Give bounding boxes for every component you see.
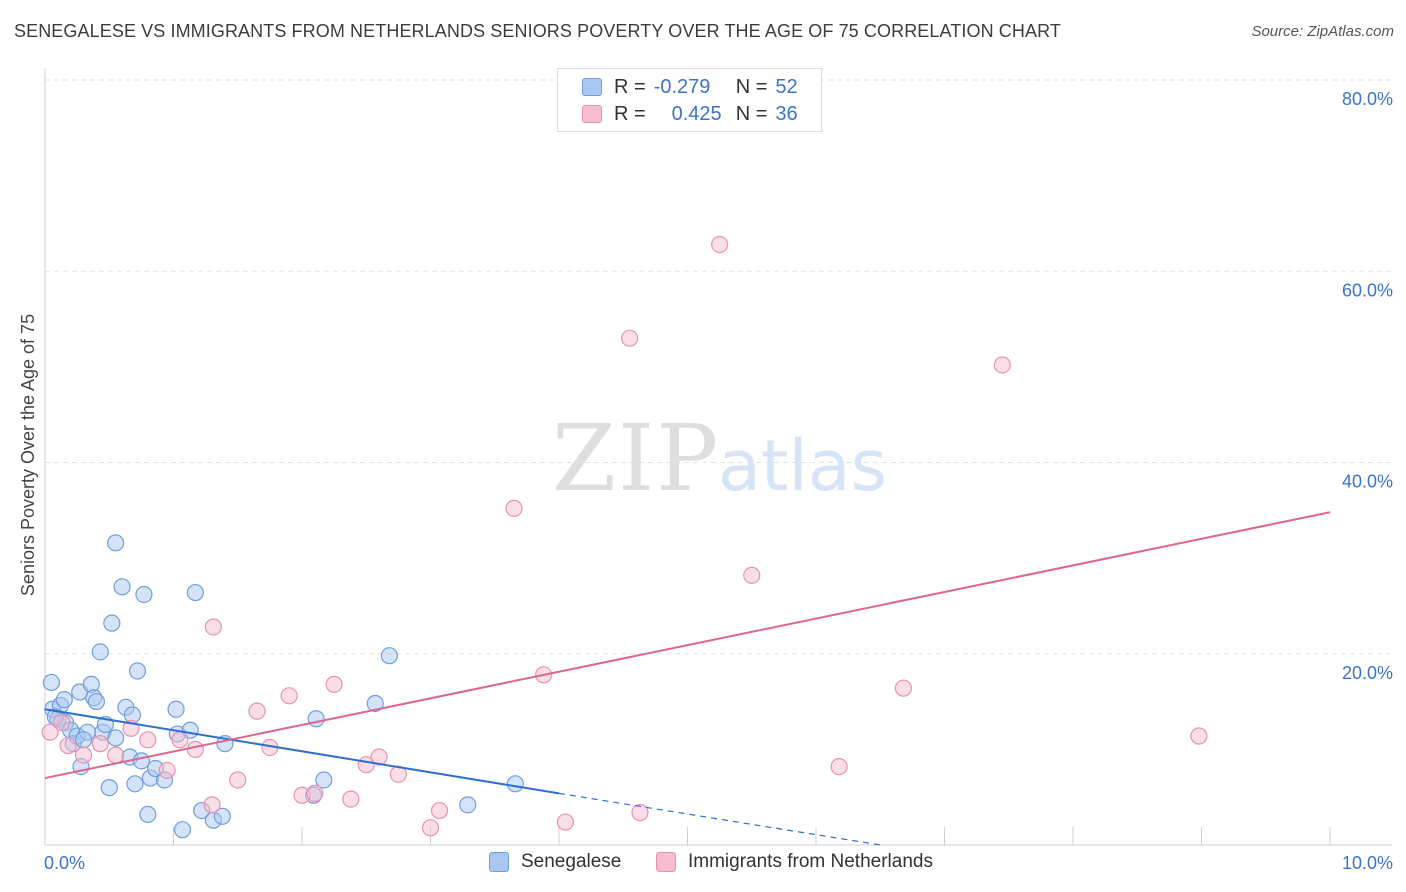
senegalese-point[interactable] bbox=[167, 700, 185, 718]
netherlands-point[interactable] bbox=[91, 735, 109, 753]
senegalese-point[interactable] bbox=[74, 731, 93, 749]
watermark-atlas: atlas bbox=[718, 425, 887, 507]
senegalese-trendline bbox=[44, 708, 560, 795]
netherlands-point[interactable] bbox=[204, 618, 222, 636]
senegalese-point[interactable] bbox=[100, 779, 118, 797]
points-layer bbox=[41, 235, 1208, 839]
netherlands-point[interactable] bbox=[631, 803, 649, 822]
netherlands-point[interactable] bbox=[430, 801, 449, 820]
senegalese-point[interactable] bbox=[380, 647, 398, 665]
netherlands-point[interactable] bbox=[41, 723, 59, 741]
senegalese-point[interactable] bbox=[213, 807, 231, 825]
senegalese-point[interactable] bbox=[87, 692, 106, 711]
senegalese-point[interactable] bbox=[107, 729, 125, 747]
netherlands-point[interactable] bbox=[158, 761, 176, 780]
x-tick-label: 0.0% bbox=[44, 853, 85, 873]
y-tick-label: 20.0% bbox=[1342, 663, 1393, 683]
senegalese-point[interactable] bbox=[132, 752, 150, 770]
netherlands-point[interactable] bbox=[186, 740, 204, 758]
senegalese-point[interactable] bbox=[186, 583, 204, 602]
senegalese-point[interactable] bbox=[315, 771, 333, 789]
series-swatch-netherlands bbox=[656, 852, 676, 872]
series-legend-label: Senegalese bbox=[521, 851, 622, 872]
legend-r-label: R = bbox=[614, 75, 646, 98]
netherlands-point[interactable] bbox=[421, 819, 440, 837]
y-tick-label: 60.0% bbox=[1342, 280, 1393, 300]
senegalese-point[interactable] bbox=[103, 614, 121, 632]
senegalese-point[interactable] bbox=[107, 534, 125, 552]
x-tick-label: 10.0% bbox=[1342, 853, 1393, 873]
netherlands-point[interactable] bbox=[342, 790, 360, 808]
netherlands-point[interactable] bbox=[325, 675, 343, 693]
y-tick-label: 40.0% bbox=[1342, 472, 1393, 492]
netherlands-point[interactable] bbox=[711, 235, 729, 254]
watermark: ZIP atlas bbox=[552, 405, 887, 512]
netherlands-point[interactable] bbox=[59, 736, 77, 755]
legend-n-label: N = bbox=[735, 102, 768, 125]
senegalese-point[interactable] bbox=[135, 585, 153, 604]
chart-title: SENEGALESE VS IMMIGRANTS FROM NETHERLAND… bbox=[14, 21, 1061, 41]
netherlands-point[interactable] bbox=[139, 731, 157, 749]
netherlands-point[interactable] bbox=[171, 731, 189, 749]
netherlands-point[interactable] bbox=[74, 746, 93, 764]
netherlands-point[interactable] bbox=[830, 757, 848, 776]
legend-n-value: 36 bbox=[775, 102, 798, 125]
series-legend-netherlands[interactable]: Immigrants from Netherlands bbox=[656, 851, 933, 873]
netherlands-point[interactable] bbox=[894, 679, 912, 697]
correlation-legend: R = -0.279 N = 52 R = 0.425 N = 36 bbox=[557, 68, 822, 132]
legend-row-senegalese: R = -0.279 N = 52 bbox=[582, 74, 798, 100]
netherlands-point[interactable] bbox=[370, 748, 388, 766]
y-tick-label: 80.0% bbox=[1342, 89, 1393, 109]
netherlands-trendline bbox=[44, 511, 1331, 780]
netherlands-point[interactable] bbox=[621, 329, 639, 347]
netherlands-point[interactable] bbox=[743, 566, 761, 584]
senegalese-point[interactable] bbox=[139, 805, 157, 824]
legend-r-value: -0.279 bbox=[653, 75, 711, 98]
legend-swatch-senegalese bbox=[582, 78, 602, 96]
netherlands-point[interactable] bbox=[1190, 727, 1208, 745]
axis-layer bbox=[44, 68, 1392, 846]
senegalese-point[interactable] bbox=[506, 775, 524, 793]
senegalese-point[interactable] bbox=[366, 694, 384, 713]
netherlands-point[interactable] bbox=[229, 771, 247, 789]
netherlands-point[interactable] bbox=[53, 713, 71, 732]
grid-layer bbox=[45, 79, 1392, 655]
series-legend: Senegalese Immigrants from Netherlands bbox=[0, 851, 1406, 879]
senegalese-point[interactable] bbox=[128, 662, 147, 680]
netherlands-point[interactable] bbox=[203, 796, 221, 814]
y-axis-title: Seniors Poverty Over the Age of 75 bbox=[18, 314, 38, 596]
netherlands-point[interactable] bbox=[993, 356, 1011, 374]
senegalese-trendline-extension bbox=[558, 792, 881, 846]
series-swatch-senegalese bbox=[489, 852, 509, 872]
netherlands-point[interactable] bbox=[107, 746, 125, 764]
series-legend-senegalese[interactable]: Senegalese bbox=[489, 851, 621, 873]
netherlands-point[interactable] bbox=[505, 499, 523, 517]
senegalese-point[interactable] bbox=[307, 710, 325, 728]
netherlands-point[interactable] bbox=[280, 687, 298, 705]
legend-r-value: 0.425 bbox=[671, 102, 722, 125]
label-layer: 20.0% 40.0% 60.0% 80.0% 0.0% 10.0% bbox=[44, 89, 1393, 873]
senegalese-point[interactable] bbox=[91, 643, 109, 661]
trend-layer bbox=[44, 511, 1331, 846]
senegalese-point[interactable] bbox=[55, 691, 73, 709]
senegalese-point[interactable] bbox=[42, 673, 61, 692]
series-legend-label: Immigrants from Netherlands bbox=[688, 851, 933, 872]
senegalese-point[interactable] bbox=[126, 775, 144, 793]
legend-r-label: R = bbox=[614, 102, 646, 125]
watermark-zip: ZIP bbox=[552, 405, 720, 512]
legend-row-netherlands: R = 0.425 N = 36 bbox=[582, 101, 798, 127]
legend-n-label: N = bbox=[735, 75, 768, 98]
senegalese-point[interactable] bbox=[173, 821, 192, 839]
senegalese-point[interactable] bbox=[459, 796, 477, 814]
netherlands-point[interactable] bbox=[248, 702, 266, 720]
netherlands-point[interactable] bbox=[306, 784, 324, 802]
source-credit: Source: ZipAtlas.com bbox=[1251, 23, 1394, 40]
legend-swatch-netherlands bbox=[582, 105, 602, 123]
legend-n-value: 52 bbox=[775, 75, 798, 98]
senegalese-point[interactable] bbox=[113, 578, 131, 596]
netherlands-point[interactable] bbox=[556, 813, 575, 831]
